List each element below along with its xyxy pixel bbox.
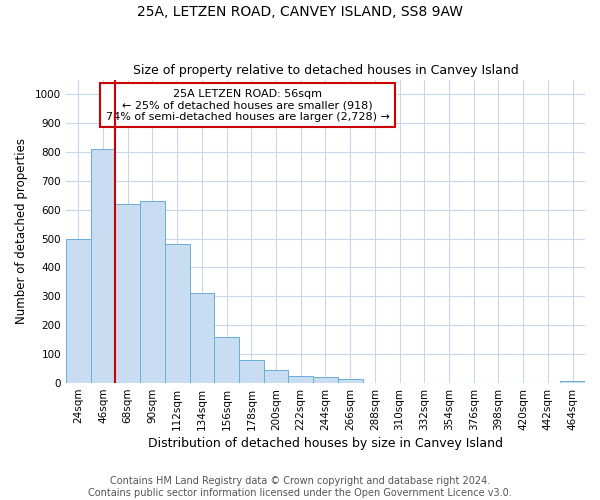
Bar [263,370,289,383]
Bar [239,360,263,383]
Bar [165,244,190,383]
Bar [115,204,140,383]
Bar [289,376,313,383]
Y-axis label: Number of detached properties: Number of detached properties [15,138,28,324]
X-axis label: Distribution of detached houses by size in Canvey Island: Distribution of detached houses by size … [148,437,503,450]
Bar [66,238,91,383]
Text: 25A, LETZEN ROAD, CANVEY ISLAND, SS8 9AW: 25A, LETZEN ROAD, CANVEY ISLAND, SS8 9AW [137,5,463,19]
Bar [214,337,239,383]
Text: Contains HM Land Registry data © Crown copyright and database right 2024.
Contai: Contains HM Land Registry data © Crown c… [88,476,512,498]
Text: 25A LETZEN ROAD: 56sqm  
← 25% of detached houses are smaller (918)
74% of semi-: 25A LETZEN ROAD: 56sqm ← 25% of detached… [106,88,389,122]
Bar [140,201,165,383]
Bar [190,294,214,383]
Bar [313,378,338,383]
Bar [338,380,362,383]
Bar [91,149,115,383]
Title: Size of property relative to detached houses in Canvey Island: Size of property relative to detached ho… [133,64,518,77]
Bar [560,381,585,383]
